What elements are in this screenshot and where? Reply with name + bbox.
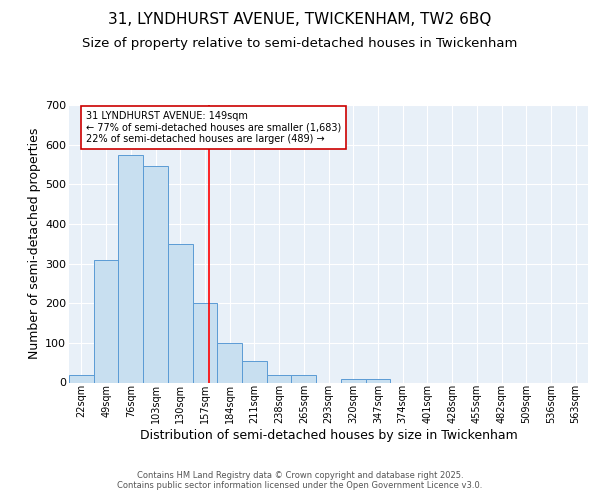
Bar [292, 374, 316, 382]
Bar [193, 303, 217, 382]
Text: 31 LYNDHURST AVENUE: 149sqm
← 77% of semi-detached houses are smaller (1,683)
22: 31 LYNDHURST AVENUE: 149sqm ← 77% of sem… [86, 111, 341, 144]
Bar [217, 343, 242, 382]
Bar [242, 360, 267, 382]
Text: Size of property relative to semi-detached houses in Twickenham: Size of property relative to semi-detach… [82, 38, 518, 51]
Bar [168, 244, 193, 382]
Bar [341, 380, 365, 382]
Bar [118, 154, 143, 382]
Y-axis label: Number of semi-detached properties: Number of semi-detached properties [28, 128, 41, 360]
Text: 31, LYNDHURST AVENUE, TWICKENHAM, TW2 6BQ: 31, LYNDHURST AVENUE, TWICKENHAM, TW2 6B… [109, 12, 491, 28]
Bar [69, 374, 94, 382]
X-axis label: Distribution of semi-detached houses by size in Twickenham: Distribution of semi-detached houses by … [140, 429, 517, 442]
Bar [94, 260, 118, 382]
Bar [143, 166, 168, 382]
Bar [267, 374, 292, 382]
Text: Contains HM Land Registry data © Crown copyright and database right 2025.
Contai: Contains HM Land Registry data © Crown c… [118, 470, 482, 490]
Bar [365, 380, 390, 382]
